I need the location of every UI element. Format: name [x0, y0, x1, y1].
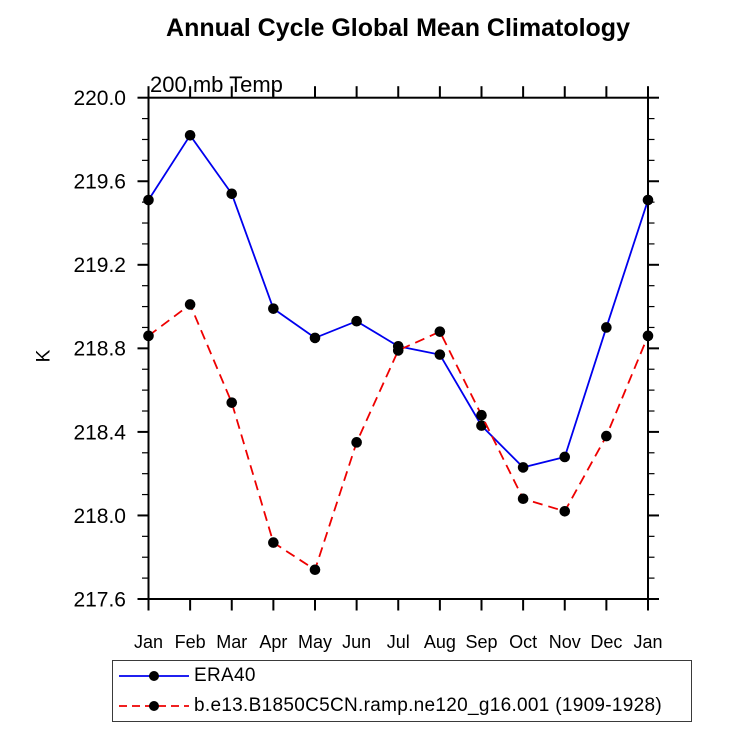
legend-item-era40: ERA40	[113, 661, 691, 691]
legend-sample-marker	[149, 671, 159, 681]
series-0-line	[147, 133, 649, 469]
series-0-marker-jun	[351, 315, 362, 327]
series-1-marker-aug	[434, 326, 446, 337]
series-1-marker-sep	[476, 409, 487, 421]
series-1-marker-oct	[517, 493, 529, 505]
series-0-marker-mar	[226, 188, 238, 200]
series-0-marker-sep	[476, 420, 487, 431]
y-tick-label: 218.0	[73, 505, 126, 528]
series-0-marker-may	[309, 332, 321, 344]
chart-subtitle: 200 mb Temp	[150, 72, 283, 97]
legend-label-model: b.e13.B1850C5CN.ramp.ne120_g16.001 (1909…	[194, 695, 663, 716]
x-tick-label: Feb	[175, 632, 206, 652]
series-0-marker-jan	[143, 194, 154, 206]
era40-line-sample	[119, 671, 189, 681]
series-1-marker-jun	[351, 437, 362, 448]
series-1-marker-may	[309, 564, 321, 576]
series-1-marker-nov	[559, 505, 571, 517]
series-1-marker-apr	[268, 537, 279, 548]
legend-sample-marker	[149, 701, 159, 711]
y-tick-label: 218.8	[73, 338, 126, 361]
x-tick-label: May	[298, 632, 332, 652]
series-0-marker-apr	[268, 303, 279, 314]
x-tick-label: Sep	[465, 632, 497, 652]
legend-box: ERA40 b.e13.B1850C5CN.ramp.ne120_g16.001…	[112, 660, 692, 722]
model-line-sample	[119, 701, 189, 711]
legend-label-era40: ERA40	[194, 665, 256, 686]
y-tick-label: 219.2	[73, 254, 126, 277]
series-0-marker-oct	[517, 462, 529, 473]
x-tick-label: Nov	[549, 632, 581, 652]
series-0-marker-aug	[434, 349, 446, 360]
x-tick-label: Oct	[509, 632, 537, 652]
x-tick-label: Dec	[590, 632, 622, 652]
chart-title: Annual Cycle Global Mean Climatology	[166, 14, 630, 42]
y-tick-label: 219.6	[73, 171, 126, 194]
series-1-marker-mar	[226, 397, 238, 408]
series-0-marker-nov	[559, 451, 571, 463]
x-tick-label: Jan	[134, 632, 163, 652]
x-tick-label: Apr	[259, 632, 287, 652]
x-tick-label: Mar	[216, 632, 247, 652]
x-tick-label: Jun	[342, 632, 371, 652]
series-0-marker-jan	[642, 194, 654, 206]
series-1-marker-feb	[184, 299, 196, 310]
y-tick-label: 220.0	[73, 87, 126, 110]
x-tick-label: Jul	[387, 632, 410, 652]
x-tick-label: Aug	[424, 632, 456, 652]
series-0-marker-feb	[184, 129, 196, 141]
series-1-marker-dec	[601, 430, 612, 442]
y-tick-label: 217.6	[73, 588, 126, 611]
series-1-marker-jan	[642, 330, 654, 342]
series-0-marker-dec	[601, 322, 612, 333]
x-tick-label: Jan	[633, 632, 662, 652]
legend-item-model: b.e13.B1850C5CN.ramp.ne120_g16.001 (1909…	[113, 691, 691, 721]
series-1-marker-jan	[143, 330, 154, 342]
y-tick-label: 218.4	[73, 421, 126, 444]
series-1-marker-jul	[392, 345, 404, 356]
